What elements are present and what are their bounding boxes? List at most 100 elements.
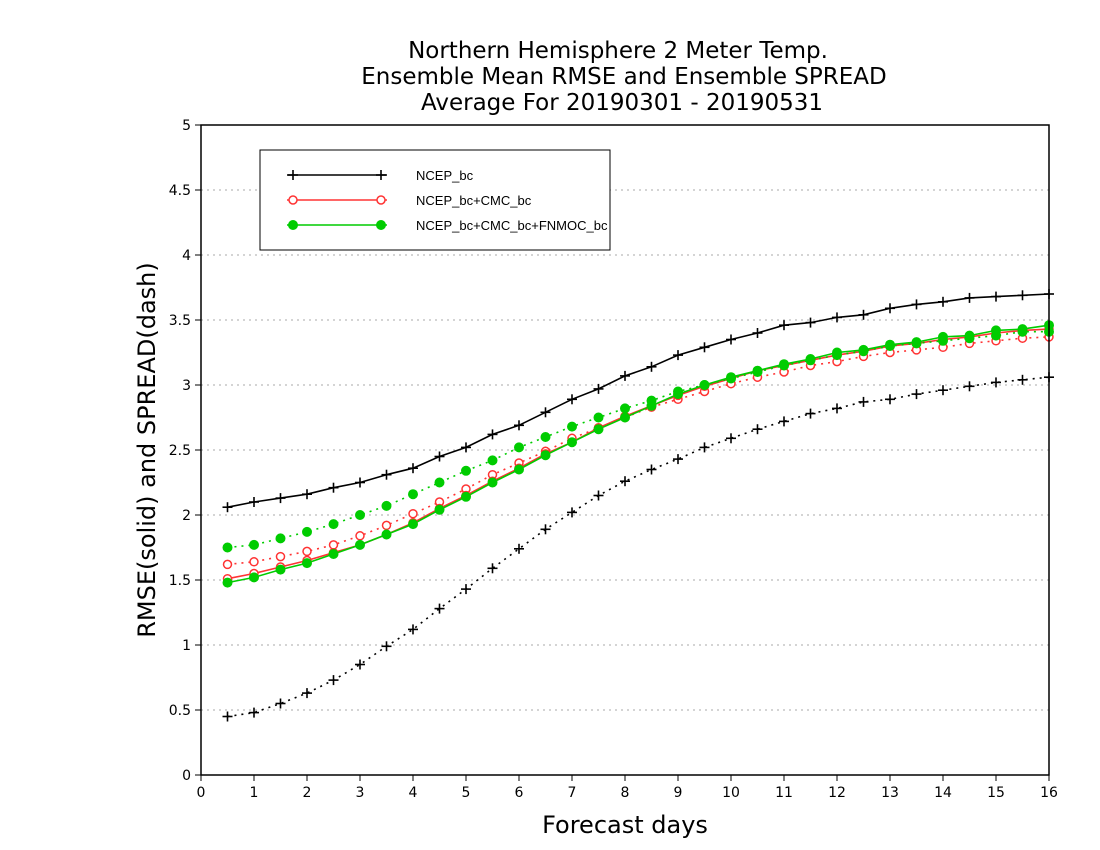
x-tick-label: 7 bbox=[568, 785, 577, 801]
x-axis: 0 1 2 3 4 5 6 7 8 9 10 11 12 13 14 15 16 bbox=[197, 775, 1058, 801]
data-point-rmse bbox=[275, 564, 286, 575]
data-point-rmse bbox=[567, 437, 577, 448]
data-point-spread bbox=[222, 542, 233, 553]
y-tick-label: 0 bbox=[182, 768, 191, 784]
data-point-spread bbox=[381, 641, 392, 652]
data-point-rmse bbox=[964, 292, 975, 303]
data-point-rmse bbox=[408, 519, 418, 530]
data-point-rmse bbox=[1017, 324, 1028, 335]
data-point-spread bbox=[381, 520, 392, 531]
data-point-spread bbox=[302, 526, 312, 537]
series-line-2-rmse bbox=[227, 328, 1050, 580]
data-point-rmse bbox=[673, 350, 683, 361]
x-tick-label: 3 bbox=[356, 785, 365, 801]
data-point-spread bbox=[355, 510, 365, 520]
x-tick-label: 13 bbox=[881, 785, 899, 801]
data-point-rmse bbox=[408, 463, 418, 474]
data-point-spread bbox=[752, 424, 763, 435]
data-point-rmse bbox=[832, 312, 842, 323]
data-point-spread bbox=[302, 546, 312, 557]
data-point-rmse bbox=[726, 372, 736, 383]
series-markers bbox=[222, 289, 1054, 722]
data-point-spread bbox=[514, 543, 524, 554]
legend-marker-end bbox=[376, 170, 386, 180]
data-point-spread bbox=[673, 454, 683, 465]
legend-marker-start bbox=[288, 220, 298, 230]
data-point-rmse bbox=[567, 394, 577, 405]
data-point-rmse bbox=[991, 291, 1001, 302]
y-tick-label: 1.5 bbox=[169, 573, 191, 589]
data-point-rmse bbox=[593, 383, 604, 394]
data-point-rmse bbox=[885, 303, 895, 314]
x-tick-label: 8 bbox=[621, 785, 630, 801]
data-point-spread bbox=[779, 416, 789, 427]
data-point-spread bbox=[408, 489, 418, 500]
data-point-rmse bbox=[381, 529, 392, 540]
x-tick-label: 9 bbox=[674, 785, 683, 801]
data-point-spread bbox=[408, 624, 418, 635]
data-point-rmse bbox=[514, 420, 524, 431]
x-tick-label: 11 bbox=[775, 785, 793, 801]
legend-marker-start bbox=[288, 195, 298, 205]
data-point-rmse bbox=[487, 429, 498, 440]
data-point-rmse bbox=[938, 296, 948, 307]
data-point-spread bbox=[726, 433, 736, 444]
data-point-rmse bbox=[752, 365, 763, 376]
data-point-spread bbox=[328, 675, 339, 686]
x-tick-label: 12 bbox=[828, 785, 846, 801]
x-tick-label: 5 bbox=[462, 785, 471, 801]
data-point-rmse bbox=[461, 491, 471, 502]
data-point-rmse bbox=[381, 469, 392, 480]
data-point-spread bbox=[938, 385, 948, 396]
y-axis-label: RMSE(solid) and SPREAD(dash) bbox=[133, 262, 161, 638]
data-point-rmse bbox=[699, 380, 710, 390]
x-tick-label: 0 bbox=[197, 785, 206, 801]
series-lines bbox=[227, 293, 1050, 718]
y-tick-label: 0.5 bbox=[169, 703, 191, 719]
data-point-spread bbox=[328, 519, 339, 530]
data-point-rmse bbox=[726, 334, 736, 345]
data-point-rmse bbox=[805, 354, 816, 364]
data-point-rmse bbox=[699, 342, 710, 353]
data-point-spread bbox=[567, 421, 577, 432]
title-line-3: Average For 20190301 - 20190531 bbox=[421, 90, 823, 116]
y-axis: 0 0.5 1 1.5 2 2.5 3 3.5 4 4.5 5 bbox=[169, 118, 201, 784]
legend-label: NCEP_bc bbox=[416, 168, 474, 183]
data-point-spread bbox=[355, 531, 365, 541]
chart-title: Northern Hemisphere 2 Meter Temp. Ensemb… bbox=[361, 38, 886, 116]
series-line-1-rmse bbox=[227, 293, 1050, 508]
data-point-rmse bbox=[964, 330, 975, 341]
series-line-3-rmse bbox=[227, 324, 1050, 584]
x-tick-label: 10 bbox=[722, 785, 740, 801]
data-point-spread bbox=[514, 442, 524, 453]
data-point-rmse bbox=[355, 539, 365, 550]
y-tick-label: 3.5 bbox=[169, 313, 191, 329]
data-point-rmse bbox=[779, 320, 789, 331]
data-point-spread bbox=[328, 540, 339, 550]
legend-marker-end bbox=[376, 195, 386, 205]
title-line-1: Northern Hemisphere 2 Meter Temp. bbox=[408, 38, 828, 64]
data-point-spread bbox=[858, 396, 869, 407]
data-point-rmse bbox=[275, 493, 286, 504]
data-point-spread bbox=[222, 559, 233, 570]
x-tick-label: 14 bbox=[934, 785, 952, 801]
y-tick-label: 1 bbox=[182, 638, 191, 654]
legend-marker-start bbox=[288, 170, 298, 180]
y-tick-label: 3 bbox=[182, 378, 191, 394]
data-point-spread bbox=[461, 584, 471, 595]
x-tick-label: 15 bbox=[987, 785, 1005, 801]
data-point-spread bbox=[593, 412, 604, 423]
data-point-rmse bbox=[540, 450, 551, 461]
x-tick-label: 16 bbox=[1040, 785, 1058, 801]
data-point-spread bbox=[964, 381, 975, 392]
data-point-spread bbox=[487, 563, 498, 574]
data-point-spread bbox=[1017, 374, 1028, 385]
data-point-spread bbox=[355, 659, 365, 670]
data-point-spread bbox=[540, 524, 551, 535]
data-point-spread bbox=[885, 394, 895, 405]
data-point-rmse bbox=[355, 477, 365, 488]
data-point-rmse bbox=[434, 504, 445, 515]
data-point-rmse bbox=[832, 347, 842, 358]
y-tick-label: 5 bbox=[182, 118, 191, 134]
x-axis-label: Forecast days bbox=[542, 811, 708, 839]
